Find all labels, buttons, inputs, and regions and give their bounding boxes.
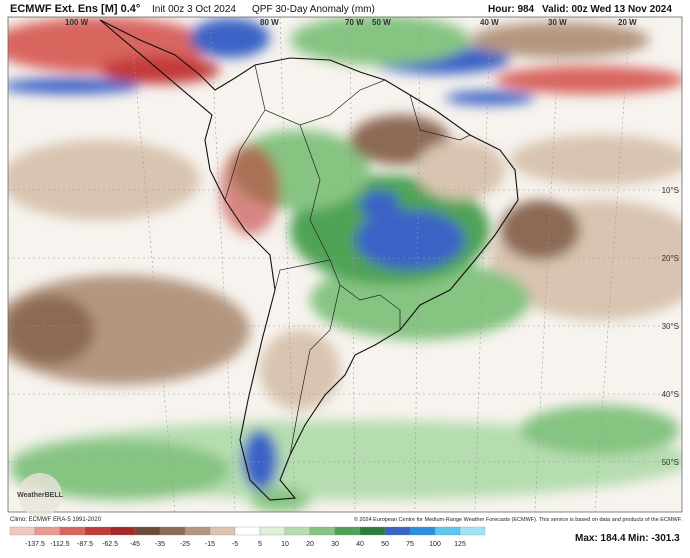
lat-label: 20°S bbox=[662, 254, 679, 263]
lat-labels: 10°S 20°S 30°S 40°S 50°S bbox=[662, 186, 679, 467]
colorbar-label: -62.5 bbox=[102, 541, 118, 548]
colorbar-swatch bbox=[59, 526, 86, 536]
colorbar-label: -5 bbox=[232, 541, 238, 548]
min-value: Min: -301.3 bbox=[628, 533, 680, 544]
colorbar-swatch bbox=[384, 526, 411, 536]
map-frame bbox=[7, 16, 683, 513]
lon-labels: 100 W 80 W 70 W 50 W 40 W 30 W 20 W bbox=[65, 18, 637, 27]
colorbar-label: 100 bbox=[429, 541, 441, 548]
colorbar-swatch bbox=[409, 526, 436, 536]
colorbar-label: 10 bbox=[281, 541, 289, 548]
colorbar-label: -15 bbox=[205, 541, 215, 548]
colorbar-label: 5 bbox=[258, 541, 262, 548]
colorbar-label: -112.5 bbox=[50, 541, 69, 548]
max-value: Max: 184.4 bbox=[575, 533, 626, 544]
lon-label: 20 W bbox=[618, 18, 637, 27]
lon-label: 30 W bbox=[548, 18, 567, 27]
colorbar-label: -25 bbox=[180, 541, 190, 548]
forecast-hour: Hour: 984 bbox=[488, 4, 535, 15]
colorbar-label: -45 bbox=[130, 541, 140, 548]
colorbar-swatch bbox=[334, 526, 361, 536]
lat-label: 50°S bbox=[662, 458, 679, 467]
lon-label: 70 W bbox=[345, 18, 364, 27]
colorbar-swatch bbox=[434, 526, 461, 536]
init-time: Init 00z 3 Oct 2024 bbox=[152, 4, 236, 15]
colorbar-label: -35 bbox=[155, 541, 165, 548]
colorbar-swatch bbox=[259, 526, 286, 536]
borders bbox=[224, 64, 471, 456]
logo: WeatherBELL bbox=[17, 492, 63, 499]
colorbar-label: 125 bbox=[454, 541, 466, 548]
copyright: © 2024 European Centre for Medium-Range … bbox=[354, 516, 683, 523]
colorbar-swatch bbox=[134, 526, 161, 536]
lon-label: 50 W bbox=[372, 18, 391, 27]
colorbar-swatch bbox=[109, 526, 136, 536]
colorbar-swatch bbox=[84, 526, 111, 536]
colorbar-label: -87.5 bbox=[77, 541, 93, 548]
anomaly-field bbox=[8, 17, 682, 512]
colorbar-swatch bbox=[359, 526, 386, 536]
lon-label: 40 W bbox=[480, 18, 499, 27]
lat-label: 30°S bbox=[662, 322, 679, 331]
lon-label: 80 W bbox=[260, 18, 279, 27]
climo-note: Climo: ECMWF ERA-5 1991-2020 bbox=[10, 517, 102, 523]
colorbar-swatch bbox=[284, 526, 311, 536]
lon-label: 100 W bbox=[65, 18, 89, 27]
colorbar-swatch bbox=[209, 526, 236, 536]
colorbar-swatch bbox=[9, 526, 36, 536]
colorbar-label: 50 bbox=[381, 541, 389, 548]
valid-time: Valid: 00z Wed 13 Nov 2024 bbox=[542, 4, 672, 15]
colorbar-label: -137.5 bbox=[25, 541, 45, 548]
colorbar-label: 40 bbox=[356, 541, 364, 548]
colorbar-swatch bbox=[459, 526, 486, 536]
colorbar-swatch bbox=[234, 526, 261, 536]
colorbar-swatch bbox=[159, 526, 186, 536]
model-title: ECMWF Ext. Ens [M] 0.4° bbox=[10, 3, 140, 15]
product-name: QPF 30-Day Anomaly (mm) bbox=[252, 4, 375, 15]
colorbar-swatch bbox=[184, 526, 211, 536]
colorbar-swatch bbox=[34, 526, 61, 536]
colorbar-label: 75 bbox=[406, 541, 414, 548]
colorbar-label: 30 bbox=[331, 541, 339, 548]
colorbar-swatch bbox=[309, 526, 336, 536]
colorbar: -137.5 -112.5 -87.5 -62.5 -45 -35 -25 -15 -5 5 10 2… bbox=[9, 526, 486, 548]
logo-badge bbox=[18, 473, 62, 517]
lat-label: 40°S bbox=[662, 390, 679, 399]
lat-label: 10°S bbox=[662, 186, 679, 195]
colorbar-label: 20 bbox=[306, 541, 314, 548]
